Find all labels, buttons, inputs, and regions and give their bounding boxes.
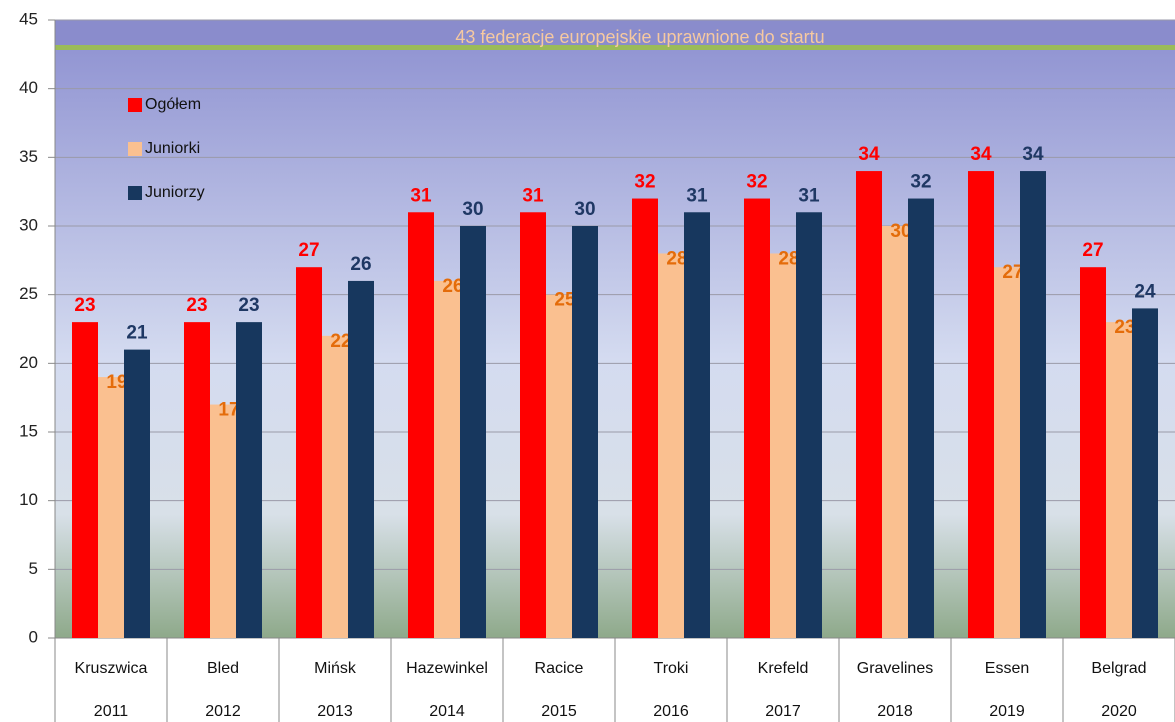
- x-tick-year: 2017: [765, 703, 801, 720]
- data-label: 31: [798, 185, 820, 206]
- legend-label: Ogółem: [145, 96, 201, 113]
- x-tick-label: Hazewinkel: [406, 660, 488, 677]
- bar: [72, 322, 98, 638]
- data-label: 26: [442, 276, 463, 297]
- data-label: 23: [186, 295, 207, 316]
- annotation-text: 43 federacje europejskie uprawnione do s…: [455, 27, 824, 47]
- data-label: 32: [634, 172, 655, 193]
- x-tick-year: 2013: [317, 703, 353, 720]
- bar: [1132, 308, 1158, 638]
- bar: [1080, 267, 1106, 638]
- bar: [1106, 322, 1132, 638]
- legend-swatch: [128, 186, 142, 200]
- y-tick-label: 20: [19, 353, 38, 372]
- y-tick-label: 35: [19, 147, 38, 166]
- data-label: 30: [462, 199, 483, 220]
- data-label: 27: [298, 240, 319, 261]
- x-tick-label: Kruszwica: [75, 660, 148, 677]
- x-tick-year: 2014: [429, 703, 465, 720]
- bar: [322, 335, 348, 638]
- y-tick-label: 10: [19, 490, 38, 509]
- y-tick-label: 30: [19, 215, 38, 234]
- bar: [856, 171, 882, 639]
- legend-label: Juniorzy: [145, 184, 205, 201]
- y-tick-label: 0: [29, 627, 38, 646]
- bar: [460, 226, 486, 638]
- bar: [236, 322, 262, 638]
- x-tick-label: Krefeld: [758, 660, 809, 677]
- data-label: 23: [74, 295, 95, 316]
- legend-swatch: [128, 98, 142, 112]
- y-tick-label: 25: [19, 284, 38, 303]
- data-label: 31: [410, 185, 432, 206]
- y-tick-label: 15: [19, 421, 38, 440]
- x-tick-label: Gravelines: [857, 660, 933, 677]
- bar: [546, 294, 572, 638]
- bar: [658, 253, 684, 638]
- bar: [348, 280, 374, 638]
- data-label: 19: [106, 372, 127, 393]
- data-label: 34: [970, 144, 992, 165]
- legend-swatch: [128, 142, 142, 156]
- bar: [408, 212, 434, 638]
- data-label: 30: [574, 199, 595, 220]
- x-tick-year: 2018: [877, 703, 913, 720]
- bar: [210, 404, 236, 638]
- bar: [572, 226, 598, 638]
- data-label: 30: [890, 221, 911, 242]
- y-tick-label: 40: [19, 78, 38, 97]
- bar: [632, 198, 658, 639]
- legend-label: Juniorki: [145, 140, 200, 157]
- x-tick-label: Bled: [207, 660, 239, 677]
- bar: [744, 198, 770, 639]
- bar: [124, 349, 150, 638]
- data-label: 24: [1134, 281, 1156, 302]
- data-label: 27: [1002, 262, 1023, 283]
- data-label: 31: [686, 185, 708, 206]
- data-label: 32: [910, 172, 931, 193]
- data-label: 28: [666, 248, 687, 269]
- bar: [684, 212, 710, 638]
- x-tick-year: 2016: [653, 703, 689, 720]
- x-tick-year: 2015: [541, 703, 577, 720]
- data-label: 28: [778, 248, 799, 269]
- x-tick-label: Essen: [985, 660, 1029, 677]
- data-label: 25: [554, 290, 576, 311]
- data-label: 32: [746, 172, 767, 193]
- data-label: 31: [522, 185, 544, 206]
- bar: [770, 253, 796, 638]
- x-tick-year: 2011: [94, 703, 129, 720]
- x-tick-label: Belgrad: [1091, 660, 1146, 677]
- bar: [520, 212, 546, 638]
- bar: [434, 280, 460, 638]
- x-tick-year: 2012: [205, 703, 241, 720]
- data-label: 27: [1082, 240, 1103, 261]
- data-label: 17: [218, 400, 239, 421]
- data-label: 34: [858, 144, 880, 165]
- x-tick-label: Mińsk: [314, 660, 357, 677]
- data-label: 26: [350, 254, 371, 275]
- bar: [98, 377, 124, 638]
- bar: [994, 267, 1020, 638]
- data-label: 22: [330, 331, 351, 352]
- bar: [908, 198, 934, 639]
- x-tick-label: Troki: [654, 660, 689, 677]
- x-tick-label: Racice: [535, 660, 584, 677]
- bar: [296, 267, 322, 638]
- y-tick-label: 5: [29, 559, 38, 578]
- data-label: 21: [126, 323, 148, 344]
- x-tick-year: 2020: [1101, 703, 1137, 720]
- data-label: 34: [1022, 144, 1044, 165]
- bar: [184, 322, 210, 638]
- data-label: 23: [1114, 317, 1135, 338]
- data-label: 23: [238, 295, 259, 316]
- bar: [1020, 171, 1046, 639]
- annotation-band: [55, 20, 1175, 48]
- y-tick-label: 45: [19, 9, 38, 28]
- bar: [968, 171, 994, 639]
- bar: [882, 226, 908, 638]
- x-tick-year: 2019: [989, 703, 1025, 720]
- bar: [796, 212, 822, 638]
